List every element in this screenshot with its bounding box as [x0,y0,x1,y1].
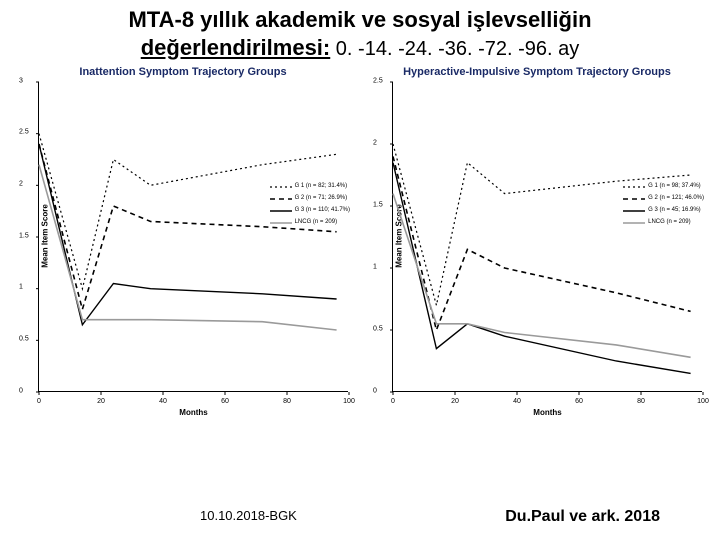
chart-right-xlabel: Months [533,408,561,417]
legend-item: LNCG (n = 209) [623,218,704,228]
xtick: 60 [575,398,583,405]
ytick: 0.5 [19,335,29,342]
legend-label: G 3 (n = 110; 41.7%) [295,206,350,214]
ytick: 0 [19,387,23,394]
xtick: 40 [513,398,521,405]
xtick: 80 [283,398,291,405]
xtick: 60 [221,398,229,405]
footer-citation: Du.Paul ve ark. 2018 [505,508,660,526]
chart-left-svg [39,82,349,392]
legend-label: LNCG (n = 209) [648,218,691,226]
legend-label: G 1 (n = 98; 37.4%) [648,182,701,190]
legend-item: G 3 (n = 110; 41.7%) [270,206,350,216]
title-line1: MTA-8 yıllık akademik ve sosyal işlevsel… [128,7,591,32]
xtick: 0 [37,398,41,405]
ytick: 0 [373,387,377,394]
legend-item: G 3 (n = 45; 16.9%) [623,206,704,216]
legend-label: LNCG (n = 209) [295,218,338,226]
legend-item: G 2 (n = 121; 46.0%) [623,194,704,204]
slide-title: MTA-8 yıllık akademik ve sosyal işlevsel… [0,0,720,66]
xtick: 40 [159,398,167,405]
ytick: 1.5 [19,232,29,239]
chart-right-legend: G 1 (n = 98; 37.4%) G 2 (n = 121; 46.0%) G… [623,182,704,230]
series-line [39,144,337,325]
legend-label: G 2 (n = 71; 26.9%) [295,194,348,202]
ytick: 3 [19,77,23,84]
chart-left: Inattention Symptom Trajectory Groups Me… [8,66,358,436]
chart-right-svg [393,82,703,392]
chart-left-legend: G 1 (n = 82; 31.4%) G 2 (n = 71; 26.9%) G … [270,182,350,230]
xtick: 80 [637,398,645,405]
chart-right: Hyperactive-Impulsive Symptom Trajectory… [362,66,712,436]
ytick: 2 [373,139,377,146]
title-line2-bold: değerlendirilmesi: [141,35,331,60]
ytick: 2 [19,180,23,187]
ytick: 0.5 [373,325,383,332]
legend-label: G 3 (n = 45; 16.9%) [648,206,701,214]
footer: 10.10.2018-BGK Du.Paul ve ark. 2018 [0,508,720,526]
legend-label: G 1 (n = 82; 31.4%) [295,182,348,190]
ytick: 2.5 [373,77,383,84]
footer-date: 10.10.2018-BGK [200,508,297,526]
legend-item: G 1 (n = 98; 37.4%) [623,182,704,192]
ytick: 1.5 [373,201,383,208]
legend-label: G 2 (n = 121; 46.0%) [648,194,704,202]
xtick: 20 [97,398,105,405]
charts-row: Inattention Symptom Trajectory Groups Me… [0,66,720,436]
chart-left-xlabel: Months [179,408,207,417]
ytick: 1 [19,284,23,291]
legend-item: LNCG (n = 209) [270,218,350,228]
chart-right-plot: Mean Item Score Months G 1 (n = 98; 37.4… [392,82,702,392]
xtick: 20 [451,398,459,405]
title-line2-rest: 0. -14. -24. -36. -72. -96. ay [330,38,579,60]
chart-left-title: Inattention Symptom Trajectory Groups [8,66,358,78]
chart-left-plot: Mean Item Score Months G 1 (n = 82; 31.4… [38,82,348,392]
xtick: 100 [697,398,709,405]
ytick: 2.5 [19,129,29,136]
legend-item: G 1 (n = 82; 31.4%) [270,182,350,192]
xtick: 0 [391,398,395,405]
legend-item: G 2 (n = 71; 26.9%) [270,194,350,204]
xtick: 100 [343,398,355,405]
chart-right-title: Hyperactive-Impulsive Symptom Trajectory… [362,66,712,78]
ytick: 1 [373,263,377,270]
